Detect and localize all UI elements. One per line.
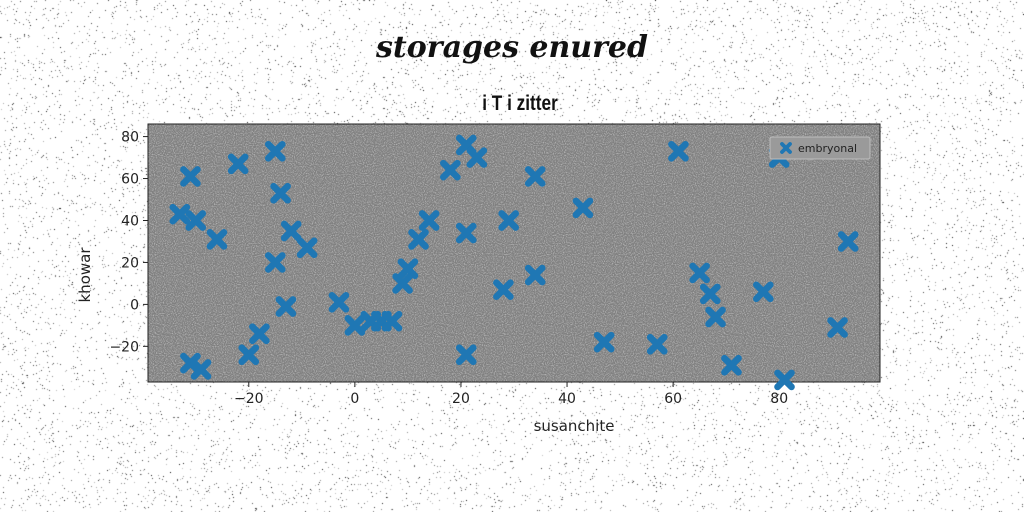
y-tick-label: 40 xyxy=(121,213,139,229)
x-tick-label: −20 xyxy=(234,391,264,407)
data-point xyxy=(392,273,413,294)
data-point xyxy=(381,310,403,332)
x-tick-label: 80 xyxy=(770,391,788,407)
data-point xyxy=(275,296,297,317)
data-point xyxy=(593,331,615,353)
data-point xyxy=(668,140,689,162)
data-point xyxy=(705,306,726,328)
legend-label: embryonal xyxy=(798,142,857,155)
data-point xyxy=(397,258,419,280)
data-point xyxy=(264,140,286,162)
data-point xyxy=(837,231,859,252)
x-tick-label: 20 xyxy=(452,391,470,407)
data-point xyxy=(408,229,429,250)
data-point xyxy=(180,166,201,187)
data-point xyxy=(455,222,477,244)
data-point xyxy=(827,317,848,338)
x-tick-label: 40 xyxy=(558,391,576,407)
y-tick-label: −20 xyxy=(109,339,139,355)
data-point xyxy=(227,153,249,175)
data-point xyxy=(572,197,594,219)
data-point xyxy=(280,220,302,242)
data-point xyxy=(721,354,742,376)
data-point xyxy=(328,291,350,313)
plot-frame xyxy=(147,123,881,383)
data-point xyxy=(689,262,710,284)
data-point xyxy=(249,323,270,345)
data-point xyxy=(185,210,207,231)
x-axis-label: susanchite xyxy=(534,417,615,435)
data-point xyxy=(646,333,668,355)
y-axis-label: khowar xyxy=(76,247,94,303)
data-point xyxy=(493,279,514,301)
figure-suptitle: storages enured xyxy=(376,30,648,65)
y-tick-label: 60 xyxy=(121,172,139,188)
data-point xyxy=(206,229,228,250)
data-point xyxy=(455,344,477,366)
data-point xyxy=(296,237,318,259)
data-point xyxy=(752,281,774,303)
data-point xyxy=(699,283,721,305)
x-tick-label: 0 xyxy=(350,391,359,407)
data-point xyxy=(524,166,546,187)
data-point xyxy=(169,203,191,225)
data-point xyxy=(344,315,366,336)
y-tick-label: 80 xyxy=(121,130,139,146)
data-point xyxy=(238,344,260,366)
data-point xyxy=(440,159,461,181)
legend-marker xyxy=(780,142,792,154)
x-tick-label: 60 xyxy=(664,391,682,407)
data-point xyxy=(774,369,795,391)
chart-title: i T i zitter xyxy=(482,92,558,115)
y-tick-label: 20 xyxy=(121,255,139,271)
data-point xyxy=(270,182,291,204)
y-tick-label: 0 xyxy=(130,297,139,313)
data-point xyxy=(418,210,440,231)
data-point xyxy=(498,210,520,231)
data-point xyxy=(524,264,546,286)
legend-box xyxy=(769,136,871,160)
data-point xyxy=(190,359,212,380)
data-point xyxy=(466,147,488,168)
data-point xyxy=(264,252,286,273)
